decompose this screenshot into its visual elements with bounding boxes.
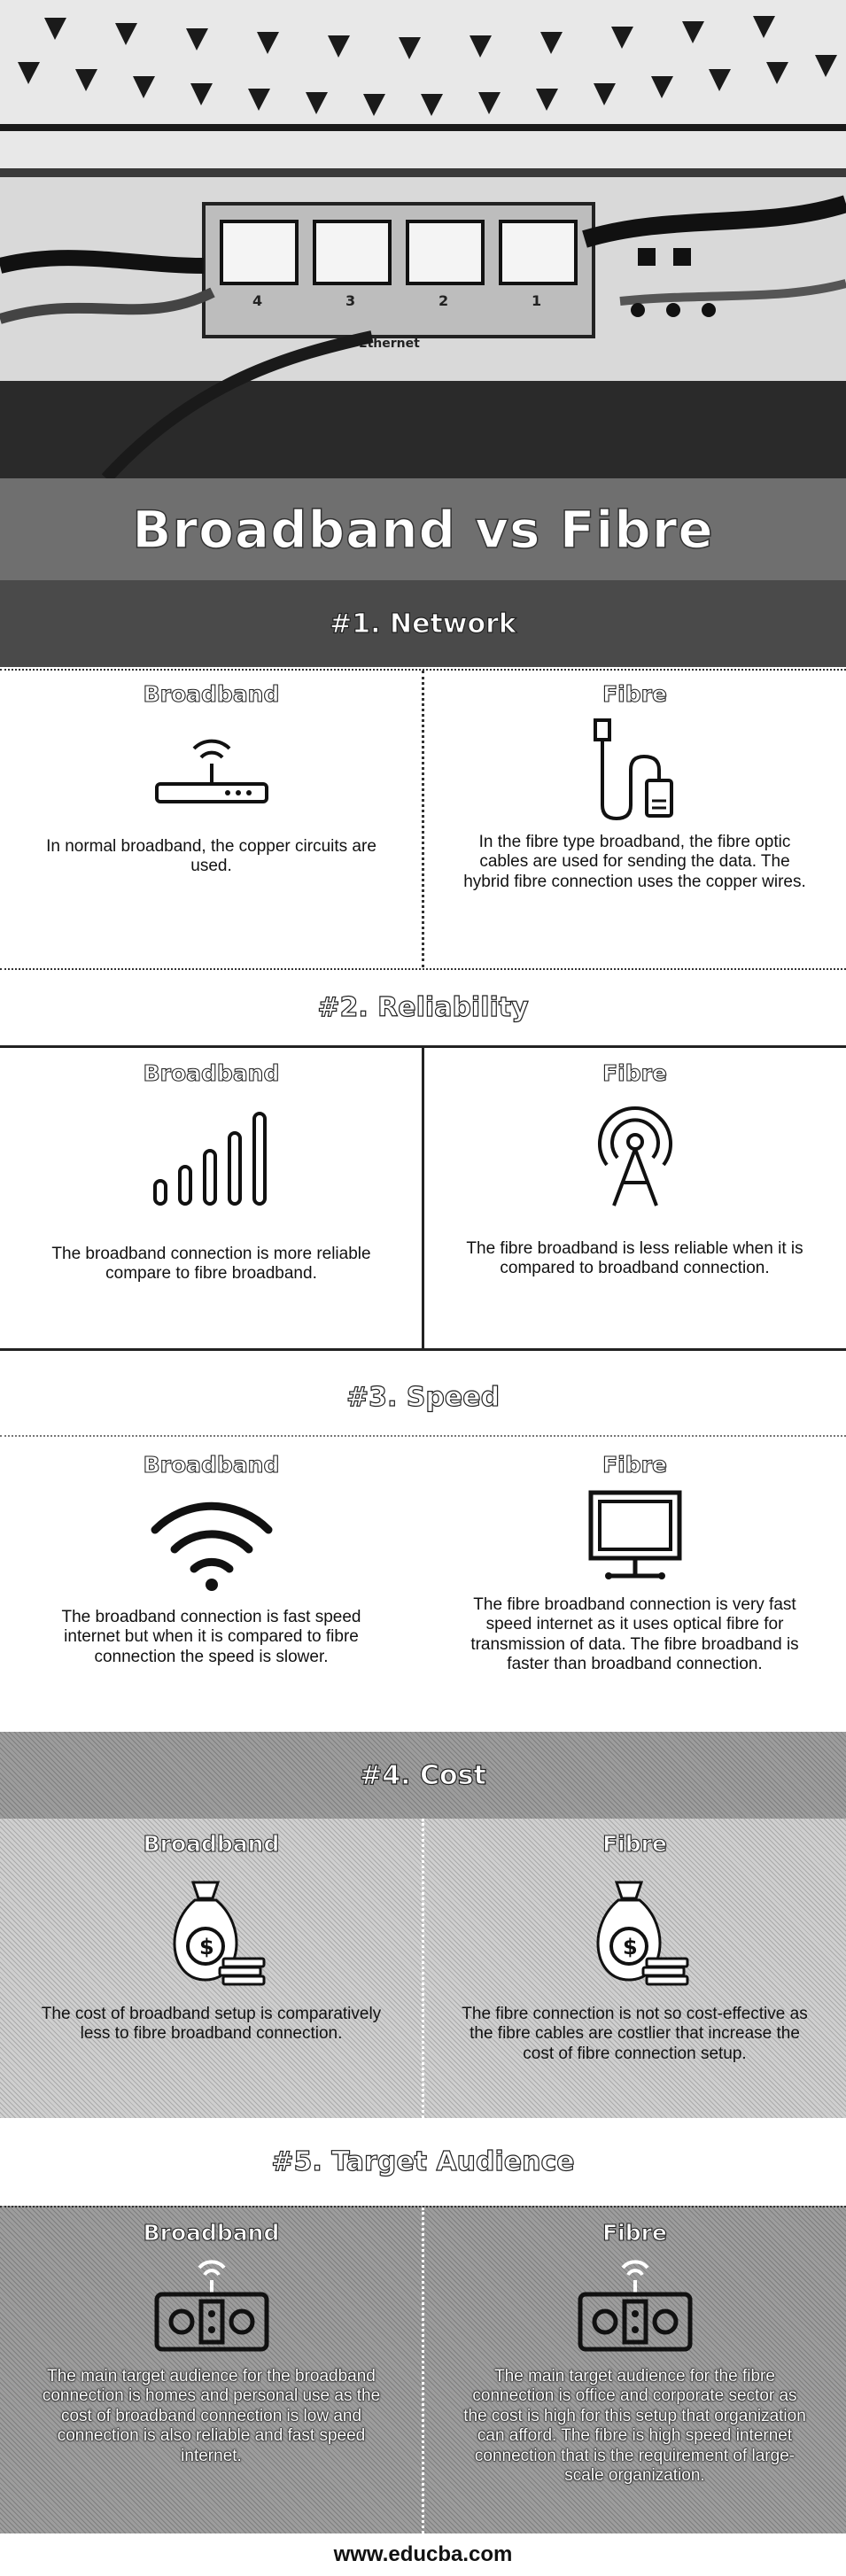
broadband-column: Broadband In normal broadband, the coppe… (0, 671, 423, 967)
money-bag-icon: $ (173, 1881, 265, 1986)
port-label: 4 (252, 292, 262, 309)
money-bag-icon: $ (596, 1881, 688, 1986)
section-header-speed: #3. Speed (0, 1360, 846, 1435)
section-header-reliability: #2. Reliability (0, 974, 846, 1041)
main-title-band: Broadband vs Fibre (0, 478, 846, 580)
section-heading: #3. Speed (345, 1381, 501, 1413)
section-header-network: #1. Network (0, 580, 846, 667)
broadband-column: Broadband The broadband connection is mo… (0, 1048, 423, 1348)
svg-text:$: $ (623, 1935, 638, 1959)
fibre-label: Fibre (602, 680, 668, 707)
broadband-column: Broadband $ The cost of broadband setup … (0, 1819, 423, 2118)
modem-icon (578, 2260, 692, 2352)
router-icon (154, 739, 268, 803)
footer: www.educba.com (0, 2533, 846, 2576)
column-divider (422, 1819, 424, 2118)
port-label: 3 (345, 292, 355, 309)
monitor-icon (588, 1490, 681, 1579)
broadband-description: The broadband connection is more reliabl… (51, 1245, 371, 1284)
divider (0, 669, 846, 671)
broadband-description: The main target audience for the broadba… (42, 2367, 381, 2465)
divider (0, 1435, 846, 1437)
section-target-audience: Broadband The main target audience for t… (0, 2206, 846, 2533)
broadband-description: The cost of broadband setup is comparati… (41, 2005, 382, 2044)
port-label: 2 (439, 292, 448, 309)
section-network: Broadband In normal broadband, the coppe… (0, 671, 846, 967)
hero-image: 4 3 2 1 Ethernet (0, 0, 846, 478)
broadband-description: In normal broadband, the copper circuits… (46, 837, 376, 876)
ethernet-caption: Ethernet (359, 337, 420, 351)
signal-bars-icon (152, 1112, 267, 1206)
port-label: 1 (532, 292, 541, 309)
fibre-label: Fibre (602, 2219, 668, 2246)
broadband-column: Broadband The broadband connection is fa… (0, 1439, 423, 1732)
broadband-column: Broadband The main target audience for t… (0, 2207, 423, 2533)
fibre-description: In the fibre type broadband, the fibre o… (463, 833, 806, 891)
broadband-label: Broadband (143, 2219, 280, 2246)
fibre-label: Fibre (602, 1059, 668, 1086)
ethernet-switch-illustration: 4 3 2 1 Ethernet (0, 0, 846, 478)
fibre-description: The main target audience for the fibre c… (463, 2367, 806, 2486)
fibre-column: Fibre The main target audience for the f… (423, 2207, 846, 2533)
svg-text:$: $ (199, 1935, 214, 1959)
ethernet-ports (220, 220, 578, 285)
fibre-label: Fibre (602, 1451, 668, 1478)
column-divider (422, 2207, 424, 2533)
broadband-label: Broadband (143, 1830, 280, 1857)
fibre-description: The fibre connection is not so cost-effe… (462, 2005, 808, 2063)
section-cost: Broadband $ The cost of broadband setup … (0, 1819, 846, 2118)
section-reliability: Broadband The broadband connection is mo… (0, 1045, 846, 1351)
section-heading: #1. Network (330, 608, 517, 640)
fibre-description: The fibre broadband is less reliable whe… (466, 1239, 803, 1278)
section-heading: #5. Target Audience (271, 2145, 575, 2177)
modem-icon (154, 2260, 268, 2352)
fibre-column: Fibre $ The fibre connection is not so c… (423, 1819, 846, 2118)
broadband-label: Broadband (143, 1059, 280, 1086)
section-heading: #2. Reliability (317, 991, 530, 1023)
section-header-target-audience: #5. Target Audience (0, 2124, 846, 2200)
fibre-column: Fibre The fibre broadband connection is … (423, 1439, 846, 1732)
fibre-label: Fibre (602, 1830, 668, 1857)
wifi-icon (151, 1501, 272, 1591)
broadband-label: Broadband (143, 1451, 280, 1478)
fibre-column: Fibre The fibre broadband is less reliab… (423, 1048, 846, 1348)
column-divider (422, 1048, 424, 1348)
column-divider (422, 671, 424, 967)
grill-holes (0, 16, 846, 131)
fibre-cable-icon (593, 718, 673, 821)
section-speed: Broadband The broadband connection is fa… (0, 1439, 846, 1732)
broadband-label: Broadband (143, 680, 280, 707)
divider (0, 968, 846, 970)
page-title: Broadband vs Fibre (132, 499, 714, 561)
footer-url[interactable]: www.educba.com (333, 2542, 513, 2566)
fibre-description: The fibre broadband connection is very f… (470, 1595, 799, 1674)
broadband-description: The broadband connection is fast speed i… (61, 1608, 361, 1666)
section-heading: #4. Cost (360, 1759, 487, 1791)
antenna-tower-icon (597, 1106, 672, 1207)
fibre-column: Fibre In the fibre type broadband, the f… (423, 671, 846, 967)
section-header-cost: #4. Cost (0, 1732, 846, 1819)
